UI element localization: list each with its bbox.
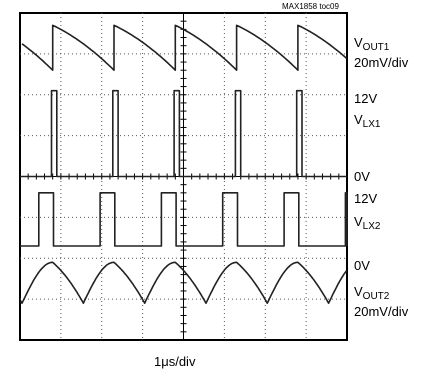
vout1-label-sub: OUT1 [362, 42, 390, 53]
vout2-label: VOUT2 [354, 284, 390, 302]
vlx1-bottom-level: 0V [354, 169, 370, 184]
vlx2-label-sub: LX2 [362, 221, 381, 232]
vlx1-label-base: V [354, 112, 363, 127]
vlx1-label: VLX1 [354, 112, 381, 130]
traces [20, 24, 348, 304]
trace-vout2 [20, 261, 348, 304]
vlx1-top-level: 12V [354, 91, 378, 106]
vout1-scale: 20mV/div [354, 55, 409, 70]
time-scale-label: 1μs/div [154, 354, 196, 369]
vout2-scale: 20mV/div [354, 304, 409, 319]
trace-vlx2 [20, 192, 348, 247]
trace-vout1 [21, 24, 348, 71]
vlx2-label: VLX2 [354, 214, 381, 232]
figure-id-label: MAX1858 toc09 [282, 2, 339, 11]
vout1-label-base: V [354, 35, 363, 50]
vout1-label: VOUT1 [354, 35, 390, 53]
vlx1-label-sub: LX1 [362, 119, 381, 130]
vlx2-top-level: 12V [354, 191, 378, 206]
vlx2-bottom-level: 0V [354, 258, 370, 273]
vout2-label-sub: OUT2 [362, 291, 390, 302]
vlx2-label-base: V [354, 214, 363, 229]
vout2-label-base: V [354, 284, 363, 299]
trace-vlx1 [20, 89, 347, 178]
